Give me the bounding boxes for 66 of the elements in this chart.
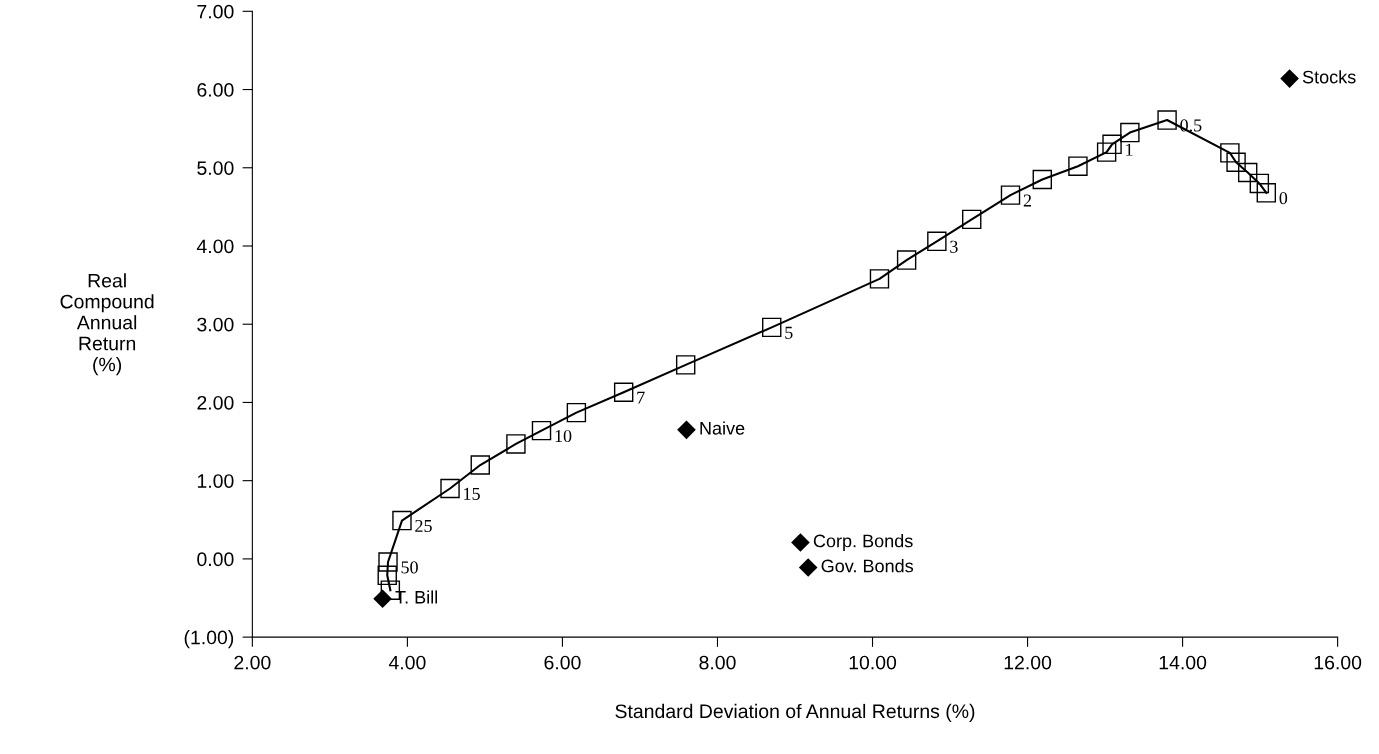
point	[1256, 183, 1277, 203]
point	[1000, 185, 1021, 205]
point	[675, 355, 696, 375]
point	[927, 231, 947, 252]
point	[373, 589, 392, 609]
y-tick-label: 4.00	[196, 239, 234, 254]
y-tick-label: 7.00	[197, 4, 234, 19]
point	[1032, 169, 1053, 190]
annotation: 3	[950, 240, 958, 253]
point	[1237, 162, 1258, 183]
x-tick-label: 6.00	[544, 655, 581, 670]
point	[1226, 152, 1246, 173]
y-tick-label: 3.00	[197, 317, 234, 332]
point	[896, 250, 917, 270]
point	[791, 533, 810, 552]
x-tick-label: 4.00	[388, 655, 426, 670]
point	[1249, 173, 1270, 194]
point	[377, 565, 397, 586]
annotation: 50	[401, 561, 418, 574]
x-tick-label: 10.00	[849, 655, 897, 670]
point	[1096, 142, 1117, 162]
point	[378, 552, 398, 572]
point	[869, 269, 890, 289]
point	[531, 420, 552, 441]
annotation: 0	[1279, 192, 1288, 205]
y-tick-label: 5.00	[197, 161, 234, 175]
point	[798, 558, 818, 577]
point	[470, 455, 490, 475]
y-tick-label: 1.00	[197, 474, 234, 488]
point	[1220, 143, 1240, 163]
annotation: 25	[415, 519, 432, 533]
x-axis-title: Standard Deviation of Annual Returns (%)	[615, 703, 975, 722]
y-tick-label: 2.00	[197, 395, 234, 410]
x-tick-label: 12.00	[1004, 655, 1052, 670]
annotation: 7	[637, 391, 645, 404]
annotation: 0.5	[1180, 119, 1202, 132]
annotation: Stocks	[1302, 70, 1356, 84]
point	[762, 317, 782, 338]
x-tick-label: 2.00	[234, 655, 271, 670]
annotation: Gov. Bonds	[821, 559, 914, 573]
point	[392, 510, 412, 531]
point	[613, 382, 634, 403]
point	[962, 209, 982, 230]
point	[1280, 69, 1299, 88]
point	[506, 434, 526, 454]
point	[1068, 156, 1088, 176]
annotation: 10	[555, 429, 572, 443]
y-axis-title: Real Compound Annual Return (%)	[60, 273, 154, 376]
annotation: 15	[464, 487, 480, 500]
y-tick-label: 6.00	[197, 83, 234, 97]
annotation: 5	[785, 326, 793, 339]
x-tick-label: 8.00	[699, 655, 736, 670]
point	[1102, 134, 1122, 155]
point	[440, 478, 460, 499]
point	[677, 420, 696, 440]
x-tick-label: 16.00	[1314, 655, 1362, 670]
point	[566, 402, 587, 423]
point	[1120, 122, 1140, 143]
annotation: Naive	[700, 421, 745, 435]
point	[1157, 110, 1177, 130]
annotation: Corp. Bonds	[813, 534, 913, 551]
x-tick-label: 14.00	[1159, 655, 1207, 670]
annotation: 2	[1023, 194, 1032, 207]
annotation: 1	[1126, 143, 1133, 156]
y-tick-label: 0.00	[197, 552, 234, 567]
y-tick-label: (1.00)	[184, 630, 234, 649]
